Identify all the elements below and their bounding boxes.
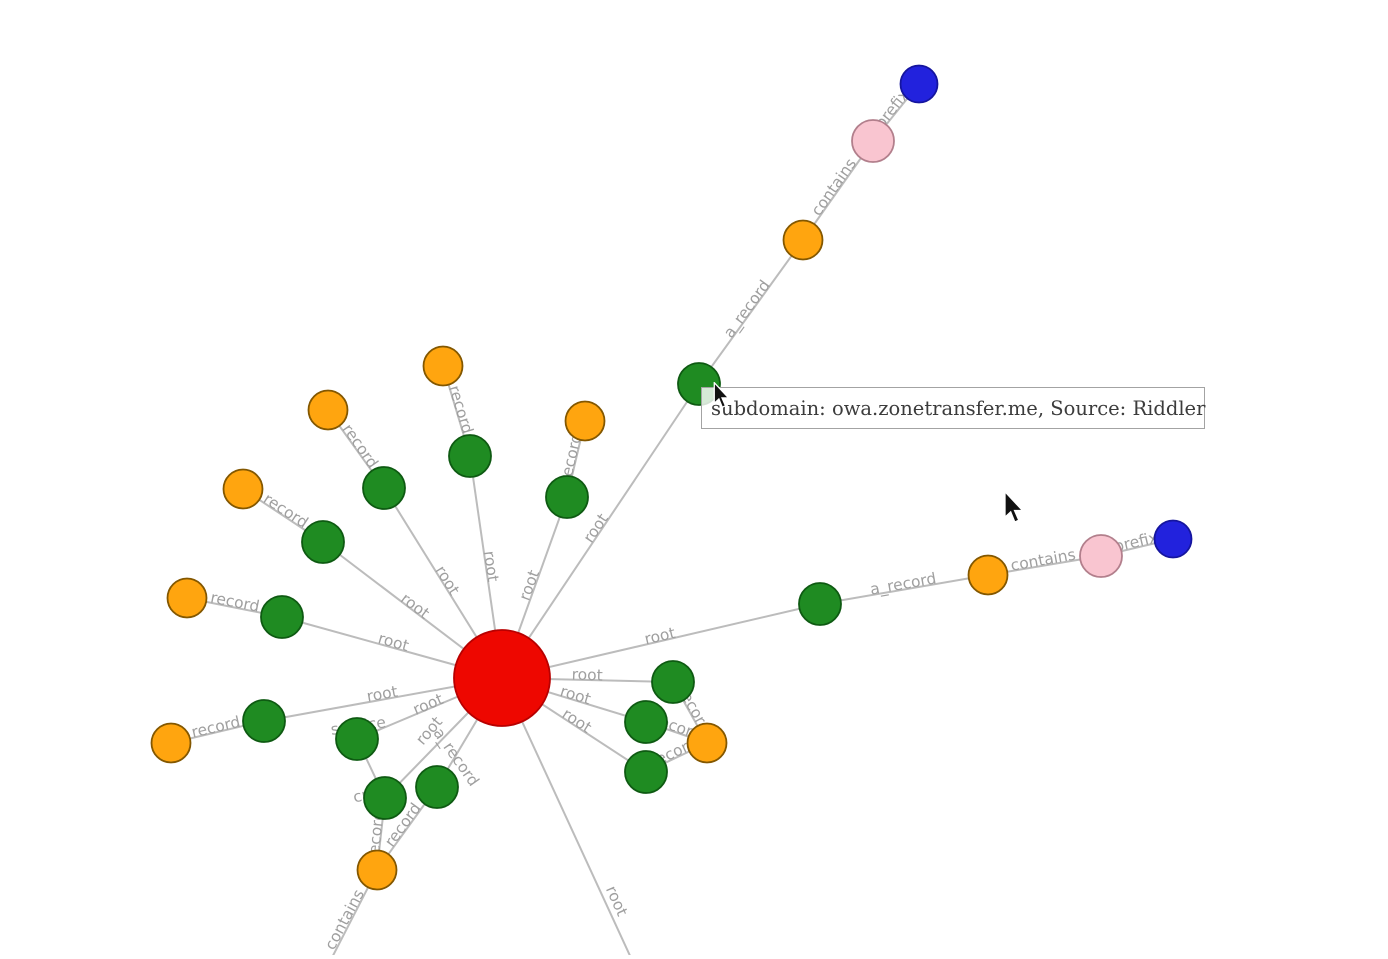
subdomain-node-subdomain-7[interactable] [335, 717, 379, 761]
subdomain-node-subdomain-9[interactable] [415, 765, 459, 809]
edge-label-record-20: record [190, 713, 242, 742]
edge-label-contains-27: contains [808, 155, 860, 219]
graph-edge-subdomain-13-ip-9 [698, 239, 804, 385]
edge-label-root-2: root [431, 562, 463, 598]
subdomain-node-subdomain-3[interactable] [362, 466, 406, 510]
netblock-node-netblock-1[interactable] [851, 119, 895, 163]
node-tooltip-text: subdomain: owa.zonetransfer.me, Source: … [711, 396, 1206, 420]
address-node-ip-5[interactable] [166, 577, 208, 619]
graph-edge-domain-subdomain-13 [501, 383, 700, 679]
edge-label-root-3: root [397, 589, 433, 622]
edge-label-a_record-26: a_record [720, 277, 775, 342]
as-node-as-1[interactable] [899, 64, 939, 104]
edge-label-record-15: record [445, 383, 477, 436]
graph-edge-subdomain-14-ip-10 [819, 574, 989, 605]
edge-label-record-18: record [260, 490, 311, 532]
edge-label-root-13: root [643, 624, 677, 649]
edge-label-root-1: root [516, 568, 544, 603]
address-node-ip-3[interactable] [307, 389, 349, 431]
edge-label-root-10: root [558, 682, 593, 708]
subdomain-node-subdomain-8[interactable] [363, 776, 407, 820]
edge-label-root-11: root [559, 705, 595, 737]
subdomain-node-subdomain-5[interactable] [260, 595, 304, 639]
address-node-ip-4[interactable] [222, 468, 264, 510]
edge-label-root-5: root [365, 683, 399, 706]
netblock-node-netblock-2[interactable] [1079, 534, 1123, 578]
address-node-ip-6[interactable] [150, 722, 192, 764]
edge-label-record-19: record [209, 589, 261, 616]
subdomain-node-subdomain-11[interactable] [624, 700, 668, 744]
domain-node-domain[interactable] [453, 629, 551, 727]
edge-label-root-4: root [376, 629, 411, 655]
address-node-ip-2[interactable] [564, 400, 606, 442]
subdomain-node-subdomain-2[interactable] [545, 475, 589, 519]
subdomain-node-subdomain-4[interactable] [301, 520, 345, 564]
subdomain-node-subdomain-10[interactable] [651, 660, 695, 704]
node-tooltip: subdomain: owa.zonetransfer.me, Source: … [701, 387, 1205, 429]
address-node-ip-8[interactable] [686, 722, 728, 764]
address-node-ip-10[interactable] [967, 554, 1009, 596]
edges-layer [170, 83, 1174, 959]
as-node-as-2[interactable] [1153, 519, 1193, 559]
subdomain-node-subdomain-1[interactable] [448, 434, 492, 478]
address-node-ip-7[interactable] [356, 849, 398, 891]
subdomain-node-subdomain-6[interactable] [242, 699, 286, 743]
address-node-ip-1[interactable] [422, 345, 464, 387]
nodes-layer [150, 64, 1193, 959]
edge-label-record-17: record [339, 421, 382, 472]
subdomain-node-subdomain-14[interactable] [798, 582, 842, 626]
address-node-ip-9[interactable] [782, 219, 824, 261]
edge-label-root-0: root [480, 550, 502, 583]
graph-edge-domain-subdomain-14 [501, 603, 821, 679]
edge-label-root-9: root [571, 665, 603, 684]
edge-label-a_record-29: a_record [869, 569, 938, 599]
edge-label-root-14: root [602, 883, 631, 919]
edge-label-record-24: record [364, 810, 387, 861]
edge-label-root-12: root [580, 510, 612, 546]
edge-label-contains-30: contains [1009, 546, 1077, 575]
subdomain-node-subdomain-12[interactable] [624, 750, 668, 794]
edge-label-contains-32: contains [321, 886, 368, 952]
